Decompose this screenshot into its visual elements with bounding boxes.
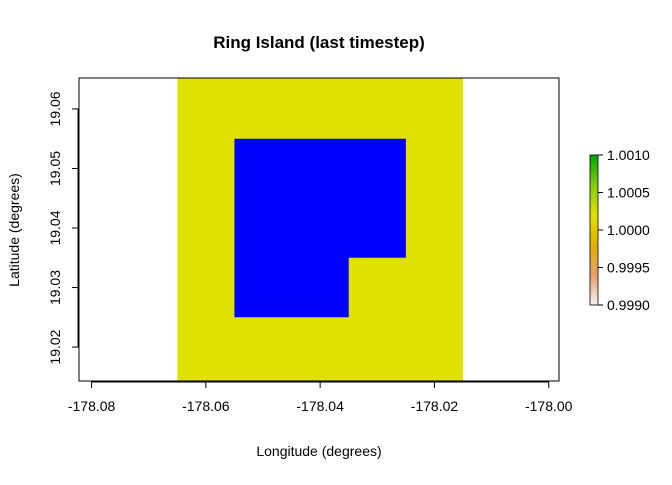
plot-layers <box>177 78 464 381</box>
chart-title: Ring Island (last timestep) <box>213 33 425 52</box>
x-tick-label: -178.08 <box>68 398 116 414</box>
legend-tick-label: 1.0000 <box>607 222 650 238</box>
y-tick-label: 19.05 <box>47 151 63 186</box>
legend-tick-label: 1.0010 <box>607 147 650 163</box>
legend-tick-label: 1.0005 <box>607 185 650 201</box>
x-tick-label: -178.00 <box>525 398 573 414</box>
y-axis-label: Latitude (degrees) <box>6 173 22 287</box>
color-legend: 1.0010 1.0005 1.0000 0.9995 0.9990 <box>589 147 650 313</box>
y-tick-label: 19.02 <box>47 329 63 364</box>
x-axis-label: Longitude (degrees) <box>256 443 381 459</box>
y-tick-label: 19.04 <box>47 210 63 245</box>
x-tick-label: -178.02 <box>411 398 459 414</box>
x-axis: -178.08 -178.06 -178.04 -178.02 -178.00 <box>68 381 573 414</box>
island-polygon <box>234 138 406 318</box>
y-axis: 19.02 19.03 19.04 19.05 19.06 <box>47 91 79 365</box>
y-tick-label: 19.06 <box>47 91 63 126</box>
legend-tick-label: 0.9990 <box>607 297 650 313</box>
legend-tick-label: 0.9995 <box>607 260 650 276</box>
legend-colorbar <box>589 154 599 306</box>
x-tick-label: -178.04 <box>296 398 344 414</box>
plot-frame <box>78 77 560 382</box>
y-tick-label: 19.03 <box>47 270 63 305</box>
x-tick-label: -178.06 <box>182 398 230 414</box>
